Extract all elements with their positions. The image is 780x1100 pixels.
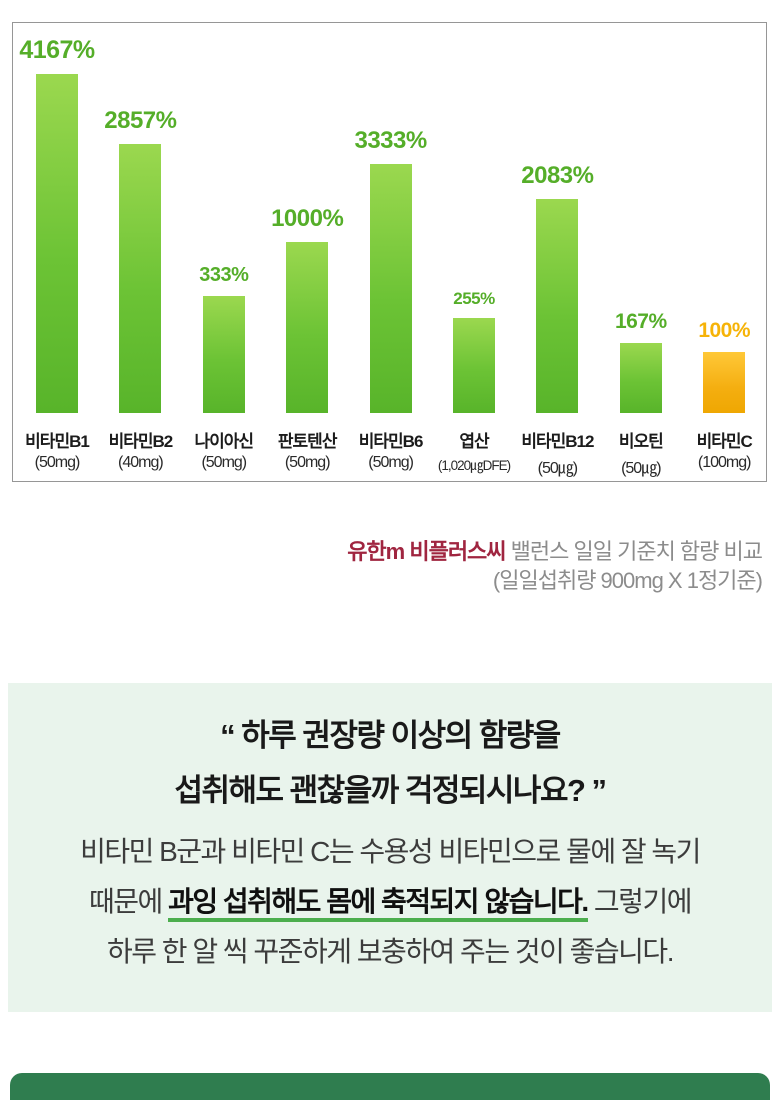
- bar-value-label: 167%: [614, 310, 667, 333]
- chart-caption-rest: 밸런스 일일 기준치 함량 비교: [505, 539, 763, 564]
- bar-category-label: 비타민B6: [358, 432, 424, 451]
- body-line2: 때문에 과잉 섭취해도 몸에 축적되지 않습니다. 그렇기에: [8, 877, 772, 927]
- bar-category-label: 비타민B1: [25, 432, 90, 451]
- body-line2-suffix: 그렇기에: [587, 886, 693, 917]
- bar-value-label: 100%: [698, 319, 751, 342]
- chart-column: 255%: [433, 23, 516, 413]
- vitamin-content-bar-chart: 4167% 비타민B1 (50mg) 2857% 비타민B2 (40mg) 333% 나이아신…: [12, 22, 767, 482]
- bar-amount-label: (50mg): [34, 454, 81, 471]
- chart-column: 333%: [182, 23, 265, 413]
- bottom-section-banner: [10, 1073, 770, 1100]
- chart-caption-line1: 유한m 비플러스씨 밸런스 일일 기준치 함량 비교: [347, 537, 763, 566]
- bar: [453, 318, 495, 413]
- bar: [202, 296, 245, 413]
- bar-value-label: 2083%: [521, 162, 594, 189]
- bar-category-label: 비타민B2: [108, 432, 174, 451]
- bar-amount-label: (50㎍): [537, 460, 578, 477]
- bar: [703, 352, 746, 413]
- body-line3: 하루 한 알 씩 꾸준하게 보충하여 주는 것이 좋습니다.: [107, 936, 674, 967]
- bar-category-label: 비오틴: [618, 432, 664, 451]
- bar: [619, 343, 662, 413]
- brand-name: 유한m 비플러스씨: [347, 539, 506, 564]
- body-line2-highlight: 과잉 섭취해도 몸에 축적되지 않습니다.: [168, 886, 589, 922]
- bar-amount-label: (50mg): [201, 454, 247, 471]
- bar-amount-label: (40mg): [118, 454, 164, 471]
- bar-amount-label: (50mg): [284, 454, 331, 471]
- chart-column: 2857%: [99, 23, 182, 413]
- chart-caption-line2: (일일섭취량 900mg X 1정기준): [492, 568, 763, 593]
- bar-category-label: 판토텐산: [277, 432, 338, 451]
- body-text: 비타민 B군과 비타민 C는 수용성 비타민으로 물에 잘 녹기 때문에 과잉 …: [8, 827, 772, 977]
- bar-value-label: 1000%: [271, 205, 344, 232]
- bar: [369, 164, 412, 413]
- bar-amount-label: (50mg): [368, 454, 414, 471]
- chart-column: 3333%: [349, 23, 432, 413]
- bar-value-label: 3333%: [354, 127, 427, 154]
- bar: [119, 144, 162, 413]
- body-line2-prefix: 때문에: [89, 886, 169, 917]
- chart-column: 100%: [683, 23, 766, 413]
- bar-value-label: 333%: [199, 264, 249, 286]
- quote-line2: 섭취해도 괜찮을까 걱정되시나요? ”: [174, 773, 607, 808]
- chart-column: 4167%: [16, 23, 99, 413]
- body-line1: 비타민 B군과 비타민 C는 수용성 비타민으로 물에 잘 녹기: [80, 836, 701, 867]
- bar: [536, 199, 579, 413]
- bar-value-label: 2857%: [104, 107, 177, 134]
- quote-heading: “ 하루 권장량 이상의 함량을 섭취해도 괜찮을까 걱정되시나요? ”: [8, 708, 772, 818]
- quote-line1: “ 하루 권장량 이상의 함량을: [220, 718, 561, 753]
- chart-column: 2083%: [516, 23, 599, 413]
- chart-column: 1000%: [266, 23, 349, 413]
- bar-value-label: 255%: [453, 289, 495, 308]
- bar-amount-label: (50㎍): [621, 460, 661, 477]
- chart-caption: 유한m 비플러스씨 밸런스 일일 기준치 함량 비교 (일일섭취량 900mg …: [347, 537, 763, 595]
- bar-amount-label: (100mg): [697, 454, 752, 471]
- info-box: “ 하루 권장량 이상의 함량을 섭취해도 괜찮을까 걱정되시나요? ” 비타민…: [8, 683, 772, 1012]
- chart-column: 167%: [599, 23, 682, 413]
- bar-category-label: 비타민B12: [521, 432, 594, 451]
- bar-amount-label: (1,020㎍DFE): [437, 458, 511, 473]
- bar-category-label: 나이아신: [194, 432, 255, 451]
- bar: [36, 74, 78, 413]
- bar-category-label: 엽산: [459, 432, 489, 451]
- bar: [286, 242, 329, 413]
- bar-value-label: 4167%: [19, 36, 95, 64]
- bar-category-label: 비타민C: [696, 432, 753, 451]
